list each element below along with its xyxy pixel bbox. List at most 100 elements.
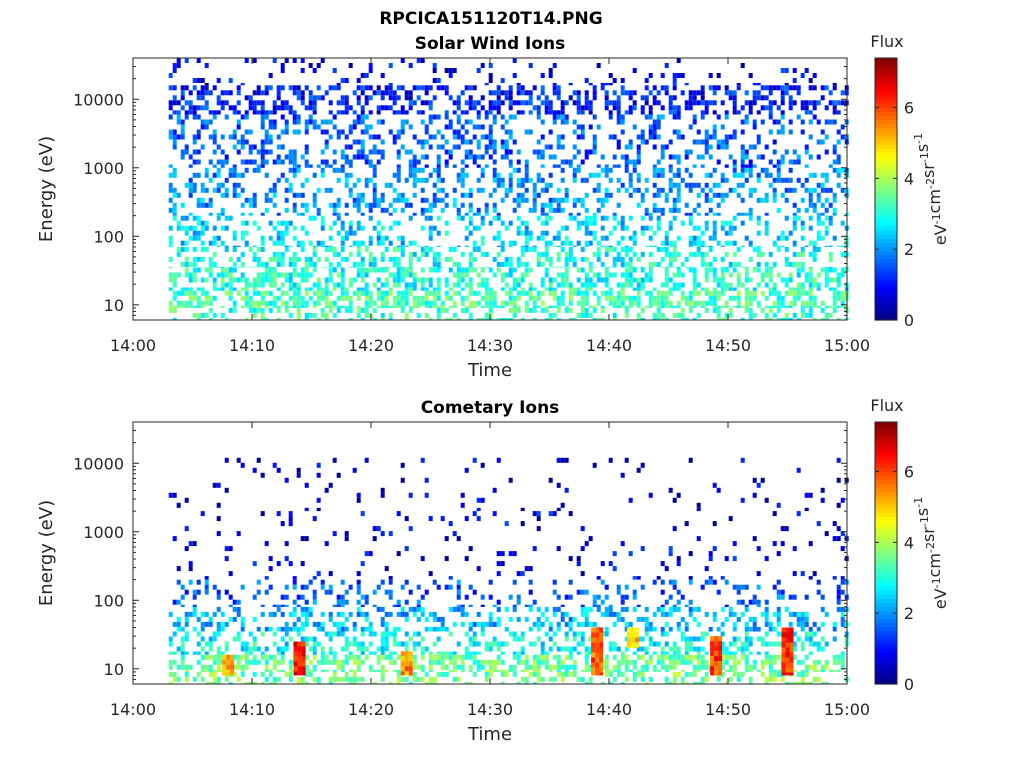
flux-cell: [216, 287, 221, 291]
flux-cell: [748, 73, 753, 78]
flux-cell: [292, 606, 297, 612]
flux-cell: [292, 167, 297, 173]
flux-cell: [796, 616, 801, 622]
flux-cell: [756, 267, 761, 273]
flux-cell: [468, 95, 473, 101]
flux-cell: [640, 646, 645, 652]
flux-cell: [472, 159, 477, 165]
flux-cell: [836, 272, 841, 278]
flux-cell: [748, 300, 753, 306]
flux-cell: [604, 172, 609, 178]
flux-cell: [240, 114, 245, 120]
flux-cell: [444, 85, 449, 91]
flux-cell: [236, 110, 241, 115]
flux-cell: [832, 295, 837, 301]
flux-cell: [232, 182, 237, 188]
flux-cell: [400, 307, 405, 313]
flux-cell: [452, 187, 457, 193]
flux-cell: [480, 659, 485, 665]
flux-cell: [512, 197, 517, 203]
flux-cell: [220, 266, 225, 268]
flux-cell: [184, 305, 189, 308]
flux-cell: [668, 220, 673, 226]
flux-cell: [492, 290, 497, 296]
flux-cell: [680, 290, 685, 296]
flux-cell: [556, 164, 561, 168]
flux-cell: [260, 124, 265, 130]
flux-cell: [540, 187, 545, 193]
flux-cell: [608, 177, 613, 183]
flux-cell: [368, 63, 373, 68]
flux-cell: [196, 220, 201, 226]
flux-cell: [612, 261, 617, 267]
flux-cell: [696, 621, 701, 627]
flux-cell: [720, 220, 725, 226]
flux-cell: [256, 659, 261, 665]
flux-cell: [192, 256, 197, 262]
flux-cell: [684, 659, 689, 665]
flux-cell: [524, 616, 529, 622]
flux-cell: [584, 272, 589, 278]
flux-cell: [668, 256, 673, 262]
flux-cell: [476, 100, 481, 106]
flux-cell: [256, 646, 261, 652]
flux-cell: [584, 312, 589, 318]
flux-cell: [400, 641, 405, 647]
flux-cell: [492, 664, 497, 670]
flux-cell: [712, 134, 717, 140]
flux-cell: [532, 245, 537, 247]
flux-cell: [752, 100, 757, 106]
flux-cell: [244, 114, 249, 120]
flux-cell: [356, 207, 361, 213]
flux-cell: [608, 73, 613, 78]
flux-cell: [736, 261, 741, 267]
flux-cell: [724, 164, 729, 168]
flux-cell: [680, 317, 685, 320]
flux-cell: [184, 256, 189, 262]
flux-cell: [816, 676, 821, 682]
flux-cell: [668, 245, 673, 247]
flux-cell: [180, 300, 185, 306]
flux-cell: [608, 100, 613, 106]
flux-cell: [180, 261, 185, 267]
flux-cell: [692, 669, 697, 672]
flux-cell: [768, 114, 773, 120]
flux-cell: [744, 114, 749, 120]
flux-cell: [216, 159, 221, 165]
flux-cell: [592, 266, 597, 268]
flux-cell: [676, 172, 681, 178]
flux-cell: [760, 95, 765, 101]
flux-cell: [352, 124, 357, 130]
flux-cell: [764, 212, 769, 216]
flux-cell: [236, 664, 241, 670]
flux-cell: [484, 251, 489, 257]
flux-cell: [780, 95, 785, 101]
flux-cell: [512, 100, 517, 106]
flux-cell: [252, 58, 257, 63]
flux-cell: [460, 172, 465, 178]
flux-cell: [492, 187, 497, 193]
flux-cell: [752, 295, 757, 301]
flux-cell: [360, 277, 365, 283]
flux-cell: [712, 235, 717, 241]
flux-cell: [676, 606, 681, 612]
flux-cell: [408, 589, 413, 595]
flux-cell: [712, 611, 717, 617]
flux-cell: [296, 245, 301, 247]
flux-cell: [532, 202, 537, 208]
flux-cell: [816, 212, 821, 216]
flux-cell: [712, 129, 717, 135]
flux-cell: [420, 139, 425, 145]
flux-cell: [580, 631, 585, 637]
flux-cell: [400, 584, 405, 590]
flux-cell: [628, 139, 633, 145]
flux-cell: [380, 317, 385, 320]
flux-cell: [556, 144, 561, 150]
flux-cell: [348, 305, 353, 308]
flux-cell: [612, 78, 617, 83]
flux-cell: [780, 676, 785, 682]
flux-cell: [608, 669, 613, 672]
flux-cell: [552, 664, 557, 670]
flux-cell: [196, 90, 201, 96]
flux-cell: [272, 641, 277, 647]
